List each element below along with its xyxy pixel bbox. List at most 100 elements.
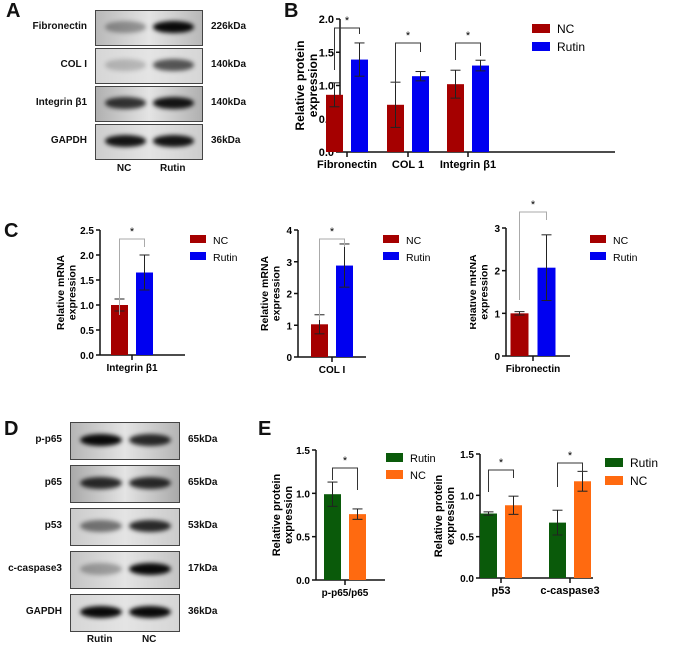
significance-star: * [499,457,504,469]
y-axis-label-line: expression [445,487,457,545]
molecular-weight-label: 226kDa [211,21,247,32]
bar-nc [447,84,464,152]
legend-swatch-rutin [190,252,206,260]
significance-bracket [455,42,481,60]
legend-label: Rutin [213,252,238,264]
molecular-weight-label: 65kDa [188,434,218,445]
y-tick-label: 1.5 [80,276,94,287]
y-tick-label: 1.5 [296,446,310,457]
bar-rutin [549,522,566,578]
legend-label: NC [213,235,229,247]
blot-row-label: Integrin β1 [35,97,87,108]
molecular-weight-label: 140kDa [211,97,247,108]
protein-band [79,477,122,490]
bar-chart-p53-caspase: 0.0 0.5 1.0 1.5 Relative proteinexpression p5… [433,450,658,597]
molecular-weight-label: 140kDa [211,59,247,70]
significance-star: * [345,15,350,27]
y-tick-label: 2.0 [319,14,334,26]
bar-rutin [324,494,341,580]
bar-rutin [480,513,497,578]
y-tick-label: 3 [494,224,500,235]
protein-band [104,59,146,71]
bar-nc [387,104,404,152]
panel-label-c: C [4,220,19,242]
significance-star: * [406,30,411,42]
significance-bracket [519,211,547,300]
blot-row-label: GAPDH [25,606,62,617]
significance-bracket [319,238,345,320]
panel-label-a: A [6,0,21,22]
significance-star: * [466,30,471,42]
y-axis-label-line: Relative mRNA [55,254,67,330]
bar-chart-mrna-col1: 0 1 2 3 4 Relative mRNAexpression COL I * NC Ruti… [259,226,431,376]
bar-chart-pp65: 0.0 0.5 1.0 1.5 Relative proteinexpression p-… [271,446,436,599]
lane-label: Rutin [86,634,113,645]
legend-swatch-rutin [532,42,550,51]
y-tick-label: 0 [494,352,500,363]
y-axis-label: Relative proteinexpression [271,473,295,556]
bar-nc [311,324,328,357]
y-axis-label: Relative proteinexpression [433,474,457,557]
protein-band [129,563,172,576]
y-tick-label: 2.5 [80,226,94,237]
blot-strip [70,594,180,632]
protein-band [153,97,195,109]
x-tick-label: Integrin β1 [106,363,158,374]
molecular-weight-label: 53kDa [188,520,218,531]
significance-bracket [557,462,583,487]
bar-rutin [351,59,368,152]
x-tick-label: Fibronectin [317,159,377,171]
molecular-weight-label: 36kDa [188,606,218,617]
legend-label: Rutin [406,252,431,264]
legend-swatch-nc [386,470,403,479]
legend-swatch-rutin [383,252,399,260]
blot-strip [70,422,180,460]
blot-row-label: p-p65 [35,434,62,445]
protein-band [79,563,122,576]
lane-label: Rutin [159,163,186,174]
y-tick-label: 0 [286,353,292,364]
y-axis-label-line: Relative mRNA [259,255,271,331]
x-tick-label: p-p65/p65 [322,588,369,599]
legend-label: NC [406,235,422,247]
legend-label: NC [613,235,629,247]
panel-label-e: E [258,418,272,440]
y-tick-label: 1.5 [460,450,474,461]
significance-star: * [343,455,348,467]
legend-label: Rutin [613,252,638,264]
protein-band [153,59,195,71]
legend-label: Rutin [630,456,658,470]
y-axis-label-line: Relative protein [271,473,283,556]
significance-bracket [395,42,421,85]
y-axis-label-line: Relative mRNA [470,254,479,330]
protein-band [79,606,122,619]
lane-label: NC [141,634,157,645]
significance-star: * [130,226,135,238]
panel-label-b: B [284,0,299,22]
y-tick-label: 0.0 [460,574,474,585]
blot-strip [70,508,180,546]
y-axis-label-line: expression [306,54,320,117]
bar-rutin [537,267,556,356]
bar-nc [326,94,343,152]
y-axis-label: Relative proteinexpression [293,40,320,130]
y-axis-label: Relative mRNAexpression [55,254,79,330]
y-tick-label: 1.0 [319,81,334,93]
bar-rutin [336,265,353,357]
y-tick-label: 4 [286,226,292,237]
y-tick-label: 0.5 [460,533,474,544]
blot-strip [95,10,203,46]
protein-band [104,21,146,33]
protein-band [79,434,122,447]
molecular-weight-label: 65kDa [188,477,218,488]
panel-label-d: D [4,418,19,440]
y-tick-label: 0.5 [296,533,310,544]
blot-row-label: c-caspase3 [8,563,62,574]
legend-swatch-nc [532,24,550,33]
y-tick-label: 2 [494,267,500,278]
legend-swatch-nc [190,235,206,243]
y-tick-label: 1 [286,321,292,332]
y-tick-label: 0.0 [80,351,94,362]
y-tick-label: 1 [494,309,500,320]
y-tick-label: 1.0 [460,491,474,502]
